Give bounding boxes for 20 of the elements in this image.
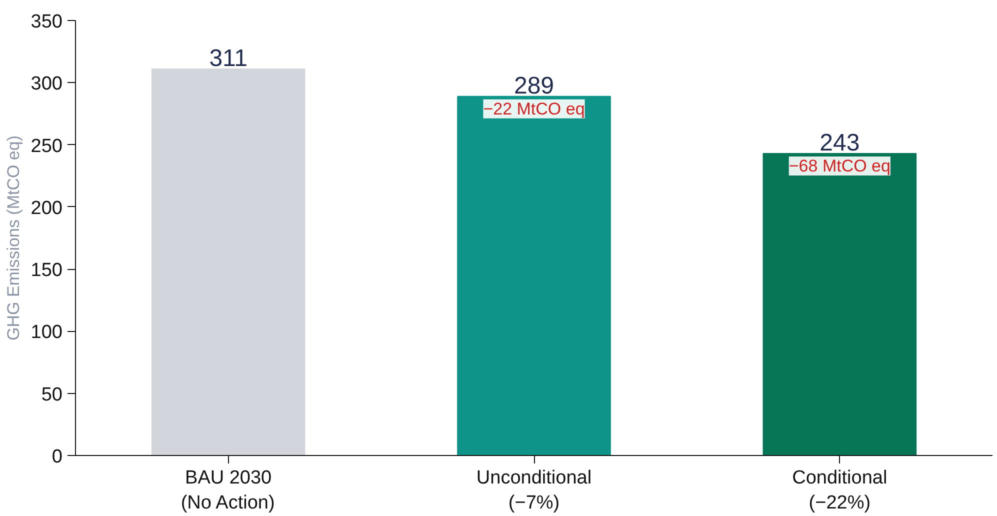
y-axis-title: GHG Emissions (MtCO eq) <box>4 136 23 340</box>
x-tick-label: Conditional (−22%) <box>792 468 888 514</box>
y-tick-label: 100 <box>30 322 62 344</box>
annotation: −22 MtCO eq <box>483 99 585 118</box>
annotation: −68 MtCO eq <box>788 156 890 176</box>
y-tick-label: 300 <box>30 74 62 95</box>
x-tick-label: Unconditional (−7%) <box>476 468 592 514</box>
data-label: 311 <box>209 44 248 72</box>
data-label: 243 <box>820 129 860 156</box>
bar <box>762 152 917 456</box>
y-tick-label: 250 <box>30 136 62 157</box>
y-tick-label: 0 <box>52 446 63 468</box>
bar <box>151 68 306 456</box>
bar <box>457 96 611 456</box>
data-label: 289 <box>514 72 554 100</box>
y-tick-label: 50 <box>41 384 63 406</box>
y-tick-label: 200 <box>30 198 62 219</box>
y-tick-label: 350 <box>30 12 62 32</box>
y-tick-label: 150 <box>30 260 62 282</box>
x-tick-label: BAU 2030 (No Action) <box>180 468 275 514</box>
